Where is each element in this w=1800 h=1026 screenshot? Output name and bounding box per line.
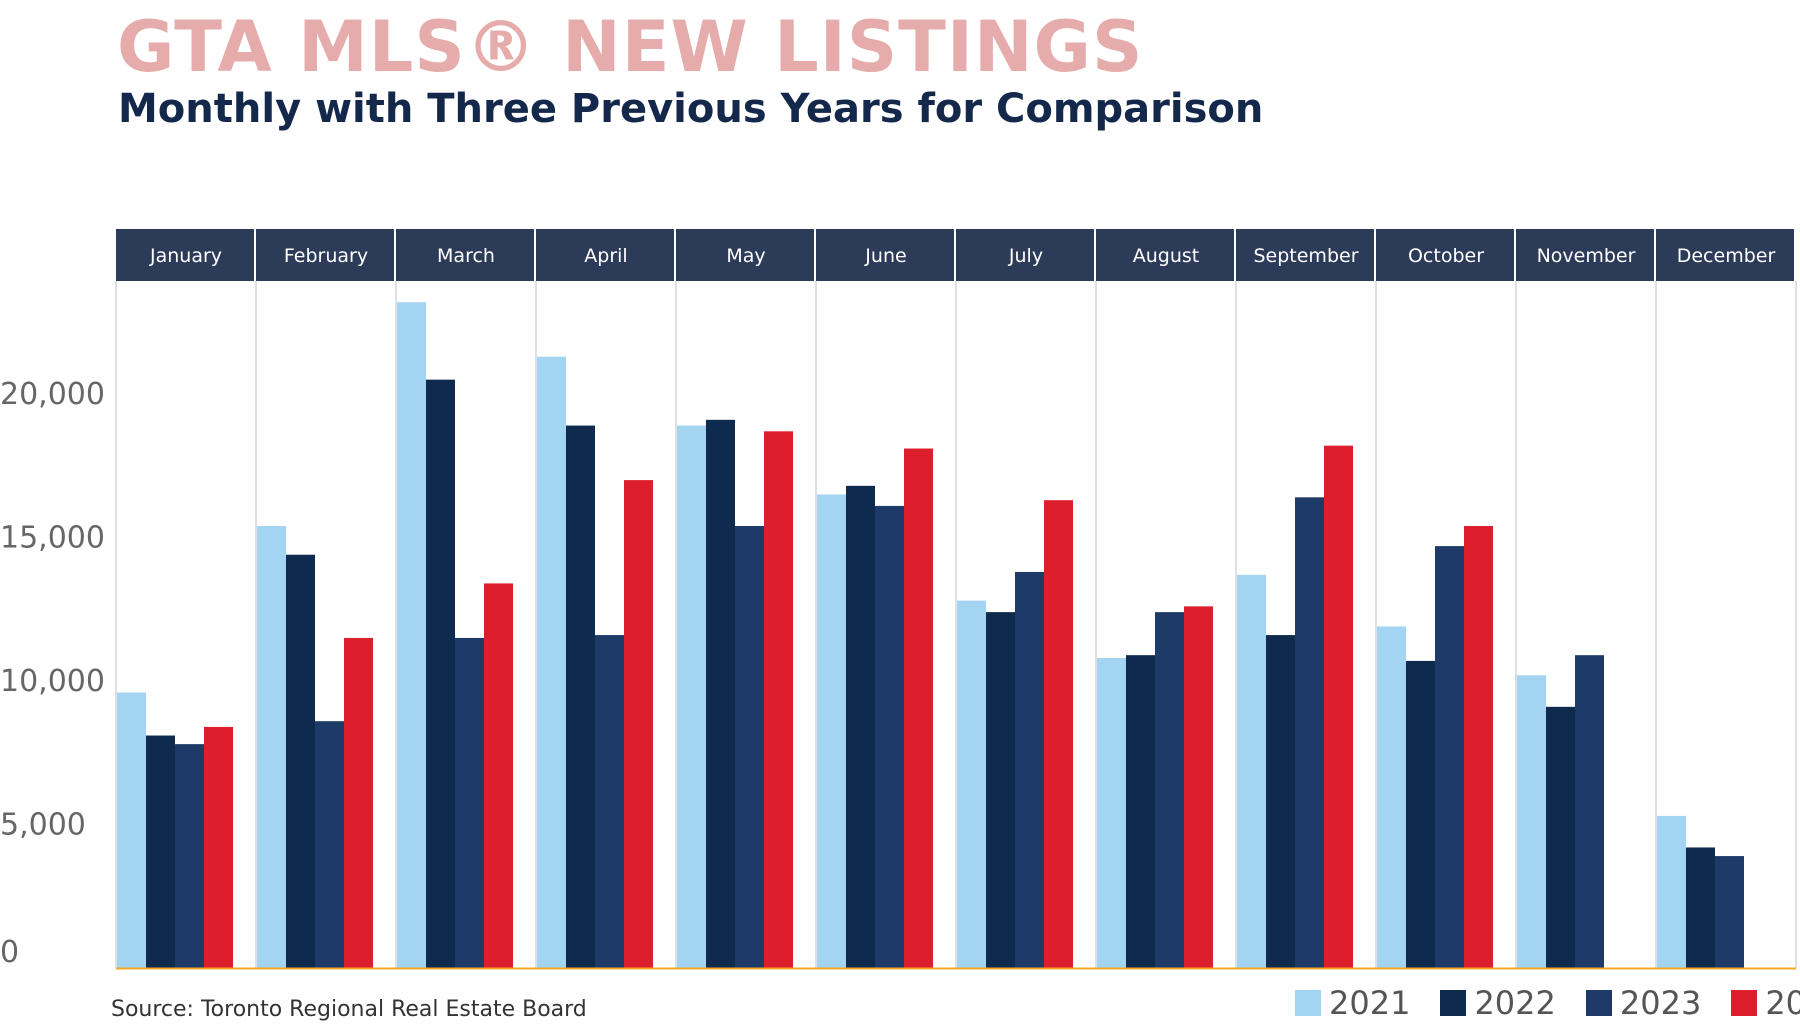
- bar-2024-february: [344, 637, 373, 968]
- bar-2023-july: [1015, 571, 1044, 968]
- legend-label: 2021: [1329, 984, 1411, 1022]
- bar-2021-october: [1377, 626, 1406, 968]
- month-header-cell: [1096, 229, 1234, 281]
- month-header-label: October: [1408, 245, 1484, 267]
- bar-2021-august: [1097, 658, 1126, 968]
- bar-2021-march: [397, 302, 426, 968]
- month-header-label: February: [284, 245, 368, 267]
- bar-2023-october: [1435, 546, 1464, 968]
- legend-swatch: [1585, 990, 1612, 1016]
- month-header-cell: [816, 229, 954, 281]
- bar-2022-august: [1126, 655, 1155, 968]
- legend-item-2021: 2021: [1295, 984, 1410, 1022]
- y-tick-label: 15,000: [0, 521, 105, 556]
- month-header-cell: [1236, 229, 1374, 281]
- legend-swatch: [1295, 990, 1321, 1016]
- month-header-label: January: [149, 245, 222, 267]
- legend-item-2024: 2024: [1731, 984, 1800, 1022]
- bar-2023-december: [1715, 856, 1744, 968]
- bar-2021-may: [677, 425, 706, 968]
- legend-label: 2024: [1765, 984, 1800, 1022]
- month-header-cell: [1656, 229, 1794, 281]
- bar-2022-march: [426, 379, 455, 968]
- bar-2024-march: [484, 583, 513, 968]
- month-header-label: November: [1537, 245, 1636, 267]
- month-header-label: September: [1253, 245, 1358, 267]
- legend-swatch: [1440, 990, 1467, 1016]
- bar-chart: January February March April May June July Augu…: [0, 229, 1797, 970]
- month-header-label: July: [1008, 245, 1043, 267]
- month-header-label: June: [864, 245, 906, 267]
- month-header-cell: [676, 229, 814, 281]
- bar-2023-september: [1295, 497, 1324, 968]
- month-header-cell: [956, 229, 1094, 281]
- bar-2021-january: [117, 692, 146, 968]
- bar-2022-september: [1266, 635, 1295, 968]
- month-header-label: March: [437, 245, 495, 267]
- bar-2023-june: [875, 505, 904, 968]
- bar-2024-july: [1044, 500, 1073, 968]
- month-header-label: August: [1133, 245, 1200, 267]
- bar-2021-november: [1517, 675, 1546, 968]
- bar-2023-may: [735, 526, 764, 968]
- bar-2024-august: [1184, 606, 1213, 968]
- bar-2022-october: [1406, 660, 1435, 968]
- bar-2023-august: [1155, 612, 1184, 968]
- bar-2021-december: [1657, 815, 1686, 968]
- bar-2023-november: [1575, 655, 1604, 968]
- y-tick-label: 5,000: [0, 808, 86, 843]
- y-tick-label: 0: [0, 935, 19, 970]
- legend-label: 2023: [1619, 984, 1702, 1022]
- legend-item-2023: 2023: [1585, 984, 1702, 1022]
- bar-2022-january: [146, 735, 175, 968]
- month-header-cell: [536, 229, 674, 281]
- bar-2024-april: [624, 480, 653, 968]
- bar-2024-may: [764, 431, 793, 968]
- month-header-cell: [256, 229, 394, 281]
- bar-2024-october: [1464, 526, 1493, 968]
- bar-2024-june: [904, 448, 933, 968]
- bar-2022-july: [986, 612, 1015, 968]
- month-header-label: April: [584, 245, 627, 267]
- month-header-cell: [116, 229, 254, 281]
- bar-2021-july: [957, 600, 986, 968]
- bar-2023-april: [595, 635, 624, 968]
- month-header-label: December: [1677, 245, 1776, 267]
- bar-2021-september: [1237, 574, 1266, 968]
- bar-2022-april: [566, 425, 595, 968]
- month-header-cell: [1516, 229, 1654, 281]
- bar-2021-april: [537, 356, 566, 968]
- chart-legend: 2021 2022 2023 2024: [1295, 983, 1800, 1023]
- bar-2021-february: [257, 526, 286, 968]
- y-tick-label: 10,000: [0, 664, 105, 699]
- source-note: Source: Toronto Regional Real Estate Boa…: [111, 997, 587, 1022]
- bar-2022-november: [1546, 706, 1575, 968]
- legend-swatch: [1731, 990, 1758, 1016]
- bar-2021-june: [817, 494, 846, 968]
- chart-title: GTA MLS® NEW LISTINGS: [117, 6, 1144, 88]
- y-tick-label: 20,000: [0, 377, 105, 412]
- month-header-label: May: [726, 245, 765, 267]
- month-header-cell: [1376, 229, 1514, 281]
- bar-2023-february: [315, 721, 344, 968]
- bar-2024-january: [204, 726, 233, 968]
- bar-2023-january: [175, 744, 204, 968]
- bar-2022-december: [1686, 847, 1715, 968]
- bar-2023-march: [455, 637, 484, 968]
- legend-label: 2022: [1474, 984, 1556, 1022]
- bar-2022-may: [706, 419, 735, 969]
- legend-item-2022: 2022: [1440, 984, 1556, 1022]
- bar-2022-june: [846, 485, 875, 968]
- month-header-cell: [396, 229, 534, 281]
- bar-2024-september: [1324, 445, 1353, 968]
- bar-2022-february: [286, 554, 315, 968]
- chart-subtitle: Monthly with Three Previous Years for Co…: [118, 86, 1264, 132]
